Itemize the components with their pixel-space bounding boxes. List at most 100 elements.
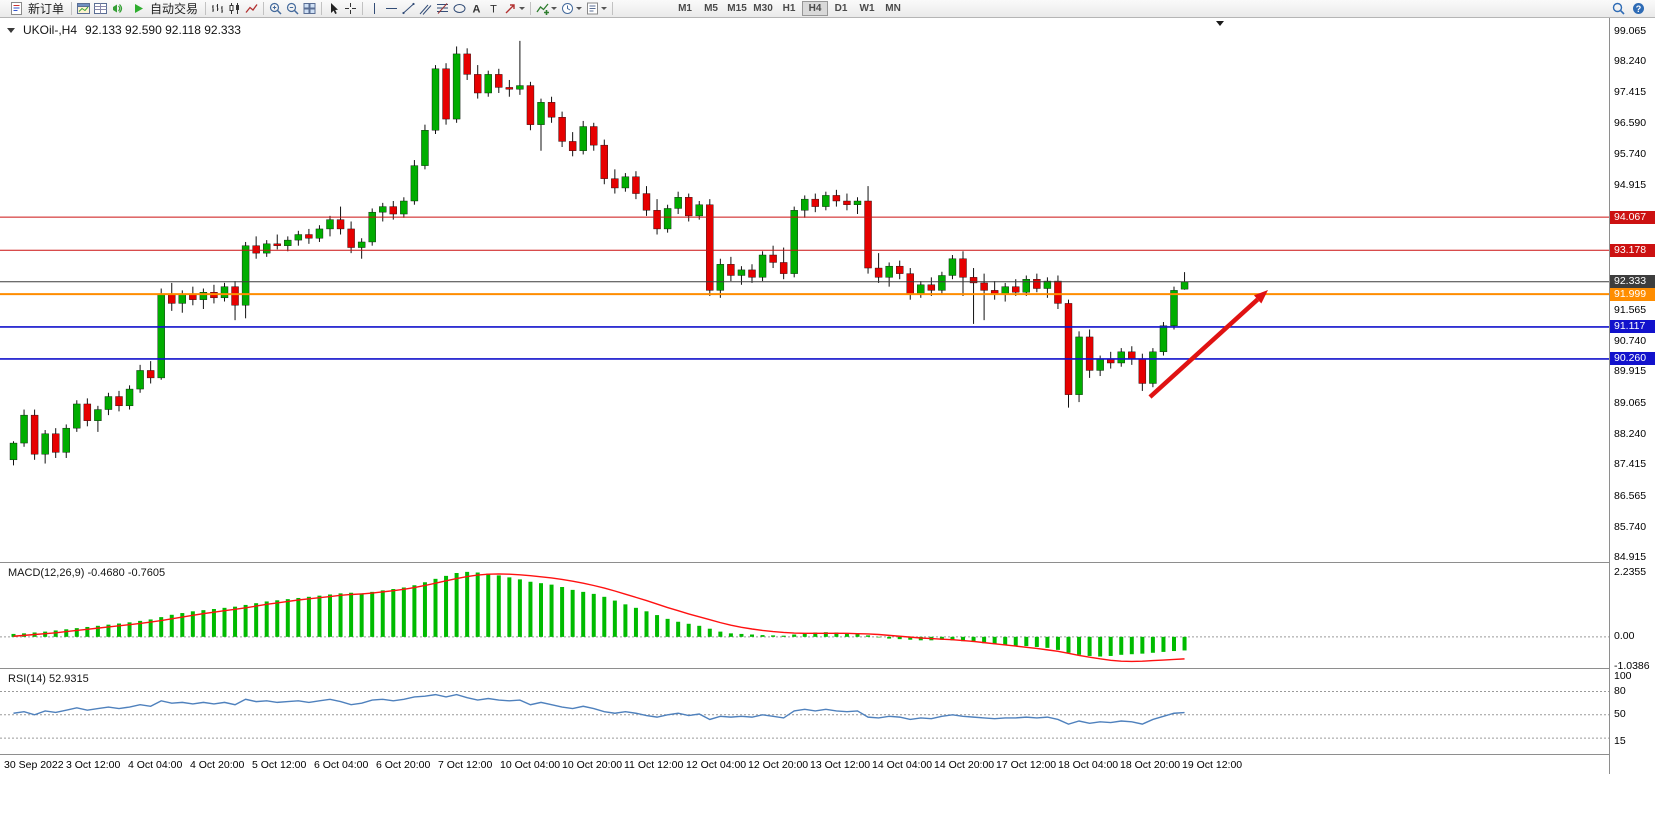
- search-icon[interactable]: [1610, 1, 1627, 17]
- shapes-icon[interactable]: [451, 1, 468, 17]
- crosshair-icon[interactable]: [342, 1, 359, 17]
- channel-icon[interactable]: [417, 1, 434, 17]
- price-chart[interactable]: [0, 18, 1609, 562]
- candle-body: [663, 208, 672, 230]
- panel-divider[interactable]: [0, 668, 1655, 669]
- horizontal-line-icon[interactable]: [383, 1, 400, 17]
- help-icon[interactable]: ?: [1630, 1, 1647, 17]
- timeframe-button-m5[interactable]: M5: [704, 3, 718, 14]
- candle-body: [41, 433, 49, 455]
- dropdown-caret-icon[interactable]: [576, 7, 583, 10]
- timeframe-button-h4[interactable]: H4: [802, 1, 829, 16]
- candle-body: [526, 85, 535, 125]
- candle-body: [495, 74, 503, 88]
- vertical-line-icon[interactable]: [366, 1, 383, 17]
- time-axis-label: 12 Oct 04:00: [686, 759, 747, 771]
- trend-arrow[interactable]: [1148, 290, 1268, 399]
- collapse-arrow-icon[interactable]: [7, 27, 15, 33]
- timeframe-button-m1[interactable]: M1: [678, 3, 692, 14]
- candle-body: [1001, 286, 1009, 295]
- candle-body: [811, 198, 819, 207]
- macd-axis-tick: 2.2355: [1614, 565, 1647, 578]
- time-axis-label: 6 Oct 04:00: [314, 759, 369, 771]
- new-order-button[interactable]: 新订单: [4, 1, 68, 17]
- candle-body: [94, 409, 102, 421]
- charts-grid-icon[interactable]: [75, 1, 92, 17]
- candle-body: [927, 284, 936, 291]
- timeframe-button-d1[interactable]: D1: [834, 3, 848, 14]
- dropdown-caret-icon[interactable]: [519, 7, 526, 10]
- toolbar-right: ?: [1610, 1, 1651, 17]
- chart-window: UKOil-,H4 92.133 92.590 92.118 92.333 MA…: [0, 18, 1655, 819]
- fibonacci-icon[interactable]: [434, 1, 451, 17]
- timeframe-button-mn[interactable]: MN: [885, 3, 901, 14]
- timeframe-button-w1[interactable]: W1: [859, 3, 875, 14]
- macd-panel[interactable]: [0, 563, 1609, 668]
- price-axis[interactable]: 94.067 93.178 92.333 91.999 91.117 90.260 99.0…: [1610, 18, 1655, 774]
- timeframe-toolbar: M1 M5 M15 M30 H1 H4 D1 W1 MN: [672, 1, 906, 16]
- time-axis-label: 19 Oct 12:00: [1182, 759, 1243, 771]
- price-axis-tick: 86.565: [1614, 490, 1647, 502]
- candle-body: [1085, 336, 1094, 371]
- macd-label: MACD(12,26,9) -0.4680 -0.7605: [8, 567, 166, 579]
- indicators-icon[interactable]: [534, 1, 551, 17]
- panel-divider[interactable]: [0, 562, 1655, 563]
- svg-text:T: T: [490, 4, 497, 16]
- candle-body: [568, 141, 577, 151]
- new-order-icon: [8, 1, 25, 17]
- cursor-icon[interactable]: [325, 1, 342, 17]
- rsi-label: RSI(14) 52.9315: [8, 673, 89, 685]
- toolbar-separator: [263, 2, 265, 15]
- toolbar: 新订单 自动交易 A T: [0, 0, 1655, 18]
- price-axis-tick: 96.590: [1614, 116, 1647, 129]
- autotrading-label: 自动交易: [150, 2, 199, 16]
- candle-body: [547, 102, 556, 118]
- candle-body: [368, 211, 376, 243]
- timeframe-button-m15[interactable]: M15: [727, 3, 747, 14]
- tile-windows-icon[interactable]: [301, 1, 318, 17]
- time-axis-label: 30 Sep 2022: [4, 759, 64, 771]
- timeframe-button-m30[interactable]: M30: [753, 3, 773, 14]
- new-order-label: 新订单: [28, 2, 65, 16]
- candle-body: [516, 85, 524, 90]
- rsi-panel[interactable]: [0, 669, 1609, 754]
- trendline-icon[interactable]: [400, 1, 417, 17]
- templates-icon[interactable]: [584, 1, 601, 17]
- autotrading-button[interactable]: 自动交易: [126, 1, 202, 17]
- bar-chart-icon[interactable]: [209, 1, 226, 17]
- text-icon[interactable]: A: [468, 1, 485, 17]
- candle-body: [737, 269, 746, 276]
- candle-body: [917, 284, 925, 295]
- candle-body: [115, 396, 123, 407]
- candle-body: [336, 219, 345, 230]
- candle-body: [779, 262, 788, 274]
- candle-body: [1033, 279, 1041, 289]
- price-axis-tick: 89.065: [1614, 396, 1647, 409]
- arrows-icon[interactable]: [502, 1, 519, 17]
- periods-icon[interactable]: [559, 1, 576, 17]
- line-chart-icon[interactable]: [243, 1, 260, 17]
- alerts-icon[interactable]: [109, 1, 126, 17]
- candle-body: [463, 53, 471, 75]
- dropdown-caret-icon[interactable]: [601, 7, 608, 10]
- dropdown-caret-icon[interactable]: [551, 7, 558, 10]
- zoom-out-icon[interactable]: [284, 1, 301, 17]
- candle-body: [1180, 281, 1189, 290]
- candle-body: [948, 258, 957, 276]
- candlestick-chart-icon[interactable]: [226, 1, 243, 17]
- label-icon[interactable]: T: [485, 1, 502, 17]
- candle-body: [1022, 279, 1030, 293]
- zoom-in-icon[interactable]: [267, 1, 284, 17]
- candle-body: [716, 264, 725, 291]
- candle-body: [980, 282, 988, 291]
- data-window-icon[interactable]: [92, 1, 109, 17]
- timeframe-button-h1[interactable]: H1: [782, 3, 796, 14]
- candle-body: [906, 273, 914, 295]
- candle-body: [864, 200, 872, 269]
- candle-body: [379, 206, 387, 213]
- chart-shift-marker[interactable]: [1216, 21, 1224, 26]
- time-axis-label: 13 Oct 12:00: [810, 759, 871, 771]
- time-axis[interactable]: 30 Sep 2022 3 Oct 12:00 4 Oct 04:00 4 Oct 2…: [0, 755, 1609, 777]
- candle-body: [853, 200, 862, 205]
- price-axis-tick: 85.740: [1614, 520, 1647, 533]
